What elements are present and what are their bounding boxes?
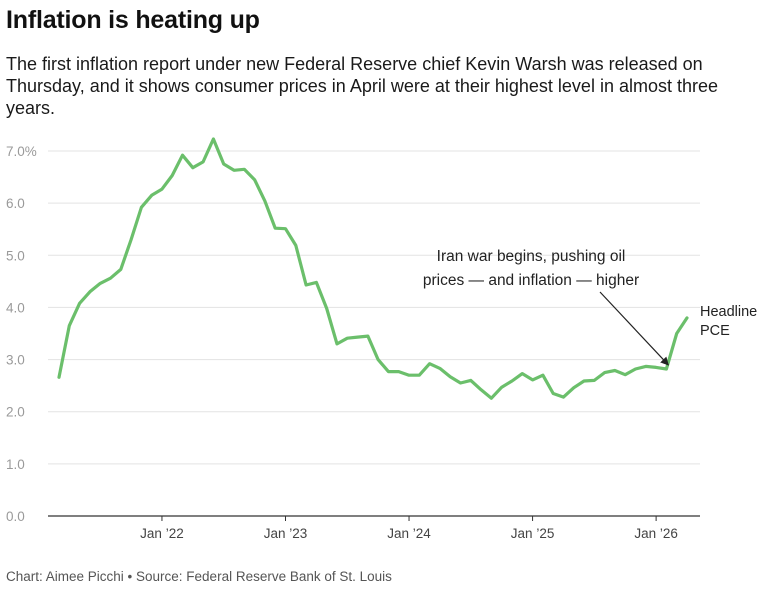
data-point <box>356 335 359 339</box>
data-point <box>562 395 565 399</box>
x-tick-label: Jan ’25 <box>511 526 555 541</box>
data-point <box>418 374 421 377</box>
data-point <box>109 277 112 280</box>
data-point <box>88 290 92 293</box>
y-tick-label: 2.0 <box>6 405 25 420</box>
data-point <box>500 386 503 389</box>
data-point <box>552 392 555 395</box>
series-label: Headline <box>700 304 757 320</box>
data-point <box>510 379 514 383</box>
data-point <box>469 379 472 382</box>
y-tick-label: 1.0 <box>6 457 25 472</box>
data-point <box>68 324 71 327</box>
series-line-headline-pce <box>57 137 689 400</box>
data-point <box>490 397 493 400</box>
data-point <box>191 166 194 169</box>
chart-source: Chart: Aimee Picchi • Source: Federal Re… <box>6 569 392 584</box>
data-point <box>243 168 246 171</box>
data-point <box>171 174 174 177</box>
data-point <box>479 388 483 391</box>
y-tick-label: 4.0 <box>6 300 25 315</box>
data-point <box>253 178 256 181</box>
data-point <box>263 199 267 203</box>
data-point <box>603 371 606 374</box>
data-point <box>685 316 689 320</box>
data-point <box>284 227 287 230</box>
data-point <box>521 372 524 375</box>
chart-title: Inflation is heating up <box>6 6 260 34</box>
x-tick-label: Jan ’23 <box>264 526 308 541</box>
data-point <box>397 370 400 373</box>
data-point <box>593 379 596 382</box>
y-tick-label: 5.0 <box>6 248 25 263</box>
data-point <box>449 375 452 378</box>
data-point <box>531 378 534 382</box>
data-point <box>376 358 380 361</box>
annotation-text: Iran war begins, pushing oil <box>437 248 626 265</box>
data-point <box>654 366 658 369</box>
data-point <box>675 332 678 335</box>
data-point <box>119 268 123 271</box>
data-point <box>274 227 277 230</box>
data-point <box>613 369 617 372</box>
chart-subtitle: The first inflation report under new Fed… <box>6 54 718 118</box>
y-tick-label: 6.0 <box>6 196 25 211</box>
data-point <box>78 302 81 305</box>
data-point <box>634 367 637 371</box>
data-point <box>201 160 205 164</box>
data-point <box>57 376 61 379</box>
data-point <box>294 244 297 247</box>
series-layer <box>57 137 689 400</box>
data-point <box>325 307 328 310</box>
labels: 0.0 1.0 2.0 3.0 4.0 5.0 6.0 7.0% Jan ’22 Jan ’23 J… <box>6 144 757 541</box>
x-tick-label: Jan ’26 <box>634 526 678 541</box>
data-point <box>129 238 133 241</box>
data-point <box>387 370 390 373</box>
data-point <box>624 373 627 376</box>
data-point <box>181 154 184 157</box>
data-point <box>346 337 349 340</box>
data-point <box>407 374 411 377</box>
x-tick-label: Jan ’24 <box>387 526 431 541</box>
y-tick-label: 0.0 <box>6 509 25 524</box>
data-point <box>644 365 647 368</box>
data-point <box>438 367 442 370</box>
data-point <box>315 281 318 284</box>
series-label: PCE <box>700 323 730 339</box>
data-point <box>150 194 153 197</box>
data-point <box>335 342 339 346</box>
x-tick-label: Jan ’22 <box>140 526 184 541</box>
data-point <box>304 283 308 287</box>
gridlines <box>48 150 700 465</box>
data-point <box>212 137 215 141</box>
data-point <box>140 206 143 209</box>
data-point <box>572 386 575 389</box>
annotation-text: prices — and inflation — higher <box>423 272 639 289</box>
data-point <box>459 381 462 385</box>
data-point <box>99 282 102 285</box>
data-point <box>582 379 586 383</box>
data-point <box>160 187 164 191</box>
annotation-arrow <box>599 291 669 366</box>
y-tick-label: 3.0 <box>6 353 25 368</box>
data-point <box>428 362 431 365</box>
data-point <box>665 367 668 371</box>
data-point <box>541 374 545 377</box>
data-point <box>232 169 236 172</box>
data-point <box>366 334 370 338</box>
axes <box>48 515 700 521</box>
y-tick-label: 7.0% <box>6 144 37 159</box>
data-point <box>222 162 225 166</box>
